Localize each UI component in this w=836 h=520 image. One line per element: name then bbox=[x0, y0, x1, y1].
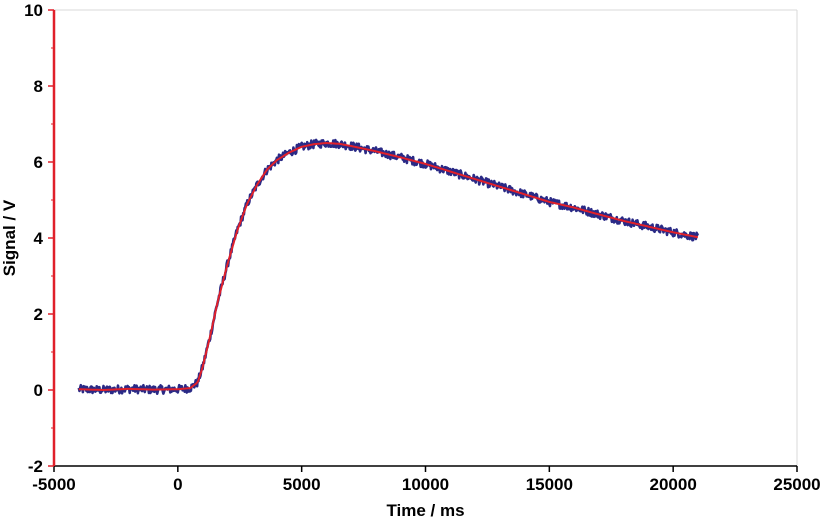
y-axis-title: Signal / V bbox=[0, 199, 19, 276]
x-tick-label: 20000 bbox=[650, 475, 697, 494]
x-tick-label: 15000 bbox=[526, 475, 573, 494]
y-tick-label: 10 bbox=[24, 1, 43, 20]
x-tick-label: 0 bbox=[173, 475, 182, 494]
x-axis-title: Time / ms bbox=[386, 501, 464, 520]
axes-layer: -5000 0 5000 10000 15000 20000 25000 -2 0 2 4 6 8 10 bbox=[24, 1, 821, 494]
y-tick-label: 6 bbox=[34, 153, 43, 172]
fit-curve-line bbox=[78, 142, 699, 391]
y-tick-label: 0 bbox=[34, 381, 43, 400]
x-tick-label: 25000 bbox=[773, 475, 820, 494]
x-axis-ticks: -5000 0 5000 10000 15000 20000 25000 bbox=[32, 466, 821, 494]
y-tick-label: 2 bbox=[34, 305, 43, 324]
plot-frame bbox=[54, 9, 798, 466]
measured-signal-line bbox=[77, 138, 700, 396]
y-tick-label: 8 bbox=[34, 77, 43, 96]
x-tick-label: 5000 bbox=[283, 475, 321, 494]
x-tick-label: 10000 bbox=[402, 475, 449, 494]
y-tick-label: -2 bbox=[28, 457, 43, 476]
y-axis-ticks: -2 0 2 4 6 8 10 bbox=[24, 1, 54, 476]
series-layer bbox=[77, 138, 700, 396]
y-tick-label: 4 bbox=[34, 229, 44, 248]
x-tick-label: -5000 bbox=[32, 475, 75, 494]
